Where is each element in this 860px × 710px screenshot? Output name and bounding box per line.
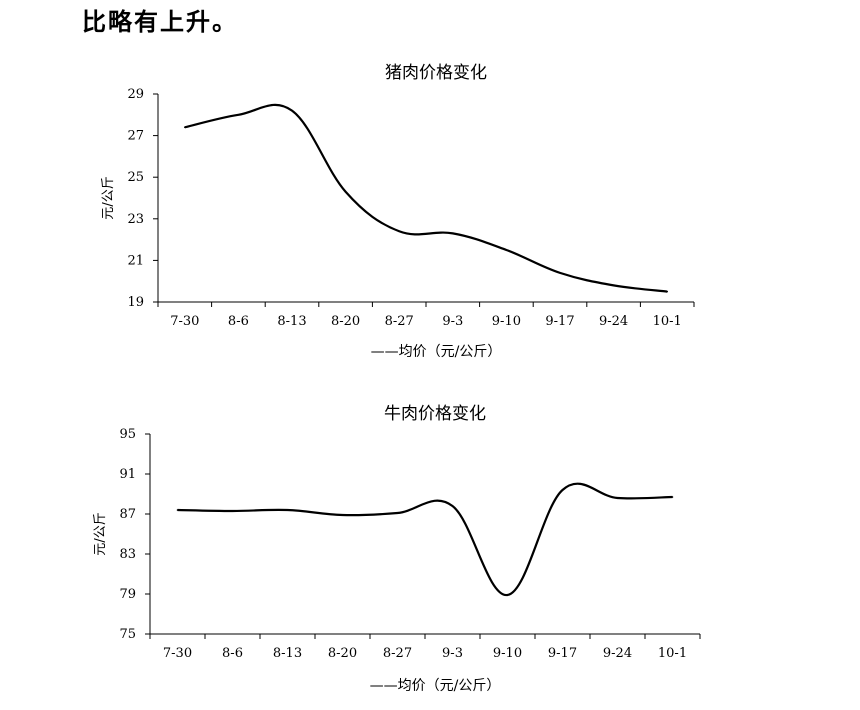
chart-1: 猪肉价格变化 19 21 23 25 27 29 7-30 8-6 8-13 8-20 8-27 9-3… xyxy=(101,63,695,360)
y-axis-label: 元/公斤 xyxy=(93,512,108,555)
y-tick-label: 27 xyxy=(127,129,144,144)
x-tick-label: 8-6 xyxy=(222,646,243,661)
x-tick-label: 9-24 xyxy=(603,646,632,661)
y-tick-label: 87 xyxy=(119,507,136,522)
y-axis-label: 元/公斤 xyxy=(101,176,116,219)
data-point xyxy=(231,510,234,512)
x-tick-label: 9-3 xyxy=(442,646,463,661)
x-tick-label: 8-13 xyxy=(277,314,306,329)
x-tick-label: 8-13 xyxy=(273,646,302,661)
legend: ——均价（元/公斤） xyxy=(371,344,502,360)
x-tick-label: 9-24 xyxy=(599,314,628,329)
data-point xyxy=(344,190,347,193)
y-tick-label: 19 xyxy=(127,295,144,310)
x-tick-label: 8-20 xyxy=(331,314,360,329)
data-point xyxy=(451,505,454,507)
x-tick-label: 8-27 xyxy=(383,646,412,661)
x-tick-label: 7-30 xyxy=(163,646,192,661)
series-line xyxy=(177,482,673,597)
data-point xyxy=(341,514,344,516)
data-point xyxy=(559,272,561,274)
x-tick-label: 10-1 xyxy=(653,314,682,329)
x-tick-label: 7-30 xyxy=(170,314,199,329)
data-point xyxy=(666,290,668,293)
x-tick-label: 8-20 xyxy=(328,646,357,661)
y-tick-label: 83 xyxy=(119,547,136,562)
y-tick-label: 79 xyxy=(119,587,136,602)
x-tick-label: 9-17 xyxy=(548,646,577,661)
y-tick-label: 91 xyxy=(119,467,136,482)
y-tick-label: 23 xyxy=(127,212,144,227)
x-tick-label: 8-27 xyxy=(385,314,414,329)
data-point xyxy=(176,509,179,511)
data-point xyxy=(398,230,401,233)
x-tick-label: 10-1 xyxy=(658,646,687,661)
chart-title: 牛肉价格变化 xyxy=(384,404,486,424)
data-point xyxy=(237,114,240,116)
y-tick-label: 29 xyxy=(127,87,144,102)
y-tick-label: 25 xyxy=(127,170,144,185)
x-tick-label: 9-17 xyxy=(545,314,574,329)
chart-2: 牛肉价格变化 75 79 83 87 91 95 7-30 8-6 8-13 8-20 8-27 9-3… xyxy=(93,404,701,694)
x-tick-label: 9-10 xyxy=(493,646,522,661)
data-point xyxy=(396,512,399,514)
x-tick-label: 9-10 xyxy=(492,314,521,329)
legend: ——均价（元/公斤） xyxy=(370,678,501,694)
data-point xyxy=(561,489,564,491)
data-point xyxy=(506,594,509,596)
x-tick-label: 8-6 xyxy=(228,314,249,329)
data-point xyxy=(452,232,454,235)
data-point xyxy=(291,109,293,112)
data-point xyxy=(671,496,674,498)
data-point xyxy=(286,509,289,511)
data-point xyxy=(184,126,186,129)
chart-title: 猪肉价格变化 xyxy=(385,63,487,83)
data-point xyxy=(612,284,615,287)
data-point xyxy=(505,249,508,251)
header-text: 比略有上升。 xyxy=(82,7,238,36)
data-point xyxy=(616,497,619,499)
y-tick-label: 75 xyxy=(119,627,136,642)
y-tick-label: 21 xyxy=(127,253,144,268)
x-tick-label: 9-3 xyxy=(442,314,463,329)
series-line xyxy=(184,103,668,293)
y-tick-label: 95 xyxy=(119,427,136,442)
